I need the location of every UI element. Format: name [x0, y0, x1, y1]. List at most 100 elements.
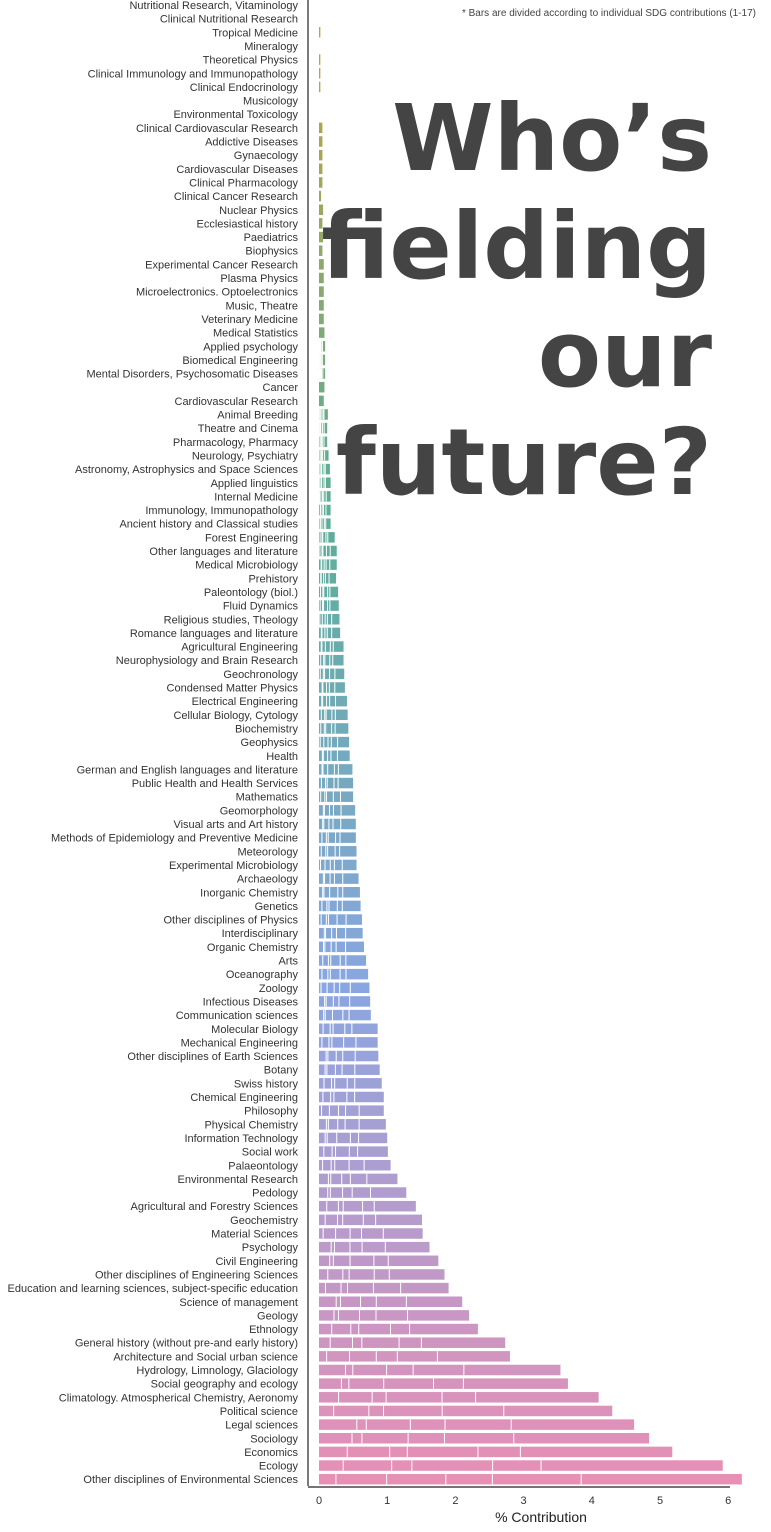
- headline-line-2: fielding: [321, 193, 712, 300]
- bar: [319, 1146, 388, 1157]
- headline: Who’s fielding our future?: [321, 85, 712, 516]
- category-label: Mechanical Engineering: [181, 1037, 298, 1049]
- bar: [319, 859, 357, 871]
- category-label: Cancer: [263, 382, 299, 394]
- category-label: Hydrology, Limnology, Glaciology: [136, 1365, 298, 1377]
- category-label: Geology: [257, 1310, 298, 1322]
- category-label: Social work: [242, 1147, 299, 1159]
- category-label: Other disciplines of Physics: [164, 915, 299, 927]
- category-label: Agricultural and Forestry Sciences: [130, 1201, 298, 1213]
- category-label: Architecture and Social urban science: [113, 1351, 298, 1363]
- bar: [319, 1337, 506, 1348]
- category-label: Science of management: [179, 1297, 298, 1309]
- bar: [319, 832, 356, 843]
- bar: [319, 463, 330, 475]
- bar: [319, 914, 362, 925]
- bar: [319, 818, 356, 830]
- category-label: Paediatrics: [244, 232, 299, 244]
- bar: [319, 709, 348, 721]
- category-label: Fluid Dynamics: [223, 601, 299, 613]
- bar: [319, 218, 323, 229]
- category-label: Pharmacology, Pharmacy: [173, 437, 299, 449]
- bar: [319, 204, 324, 215]
- bar: [319, 1405, 613, 1417]
- x-tick-label: 0: [316, 1495, 322, 1507]
- category-label: Biochemistry: [235, 723, 298, 735]
- category-label: Civil Engineering: [215, 1256, 298, 1268]
- x-axis-ticks: 0 1 2 3 4 5 6: [316, 1495, 731, 1507]
- bar: [319, 846, 357, 857]
- category-label: Plasma Physics: [220, 273, 298, 285]
- category-label: Tropical Medicine: [212, 27, 298, 39]
- category-label: Methods of Epidemiology and Preventive M…: [51, 833, 298, 845]
- category-label: Zoology: [259, 983, 299, 995]
- bar: [319, 941, 365, 953]
- category-label: Clinical Nutritional Research: [160, 14, 298, 26]
- category-label: Internal Medicine: [214, 491, 298, 503]
- bar: [319, 286, 324, 297]
- category-label: Clinical Endocrinology: [190, 82, 299, 94]
- bar: [319, 272, 324, 284]
- bar: [319, 764, 353, 775]
- category-label: Medical Statistics: [213, 328, 298, 340]
- bar: [319, 1460, 723, 1471]
- bar: [319, 1310, 470, 1321]
- category-label: Pedology: [252, 1188, 298, 1200]
- category-label: Electrical Engineering: [192, 696, 298, 708]
- category-label: Clinical Cardiovascular Research: [136, 123, 298, 135]
- x-tick-label: 3: [521, 1495, 527, 1507]
- bar: [319, 1105, 384, 1116]
- bar: [319, 54, 321, 65]
- bar: [319, 1064, 380, 1075]
- category-label: Ecclesiastical history: [197, 218, 299, 230]
- bar: [319, 982, 370, 994]
- category-label: Swiss history: [234, 1078, 299, 1090]
- bar: [319, 750, 350, 761]
- bar: [319, 409, 328, 420]
- bar: [319, 627, 341, 639]
- bar: [319, 1173, 398, 1185]
- bar: [319, 1078, 382, 1089]
- bar: [319, 122, 323, 134]
- bar: [319, 27, 321, 38]
- category-label: Archaeology: [237, 874, 299, 886]
- headline-line-3: our: [538, 301, 713, 408]
- category-label: Oceanography: [226, 969, 299, 981]
- x-tick-label: 2: [452, 1495, 458, 1507]
- category-label: Chemical Engineering: [190, 1092, 298, 1104]
- bar: [319, 805, 356, 816]
- bar: [319, 1241, 430, 1253]
- category-label: Political science: [220, 1406, 298, 1418]
- bar: [319, 504, 331, 516]
- category-label: Environmental Toxicology: [173, 109, 298, 121]
- bar: [319, 231, 324, 243]
- bar-group: [318, 27, 742, 1485]
- category-label: Biomedical Engineering: [182, 355, 298, 367]
- category-label: Communication sciences: [176, 1010, 299, 1022]
- category-label: German and English languages and literat…: [77, 764, 298, 776]
- x-tick-label: 1: [384, 1495, 390, 1507]
- category-label: Genetics: [255, 901, 299, 913]
- bar: [319, 1269, 445, 1280]
- category-label: Public Health and Health Services: [132, 778, 299, 790]
- category-label: Theatre and Cinema: [198, 423, 299, 435]
- bar: [319, 559, 337, 570]
- bar: [319, 1323, 478, 1335]
- bar: [319, 1037, 378, 1048]
- bar: [319, 450, 329, 461]
- category-label: Theoretical Physics: [203, 55, 299, 67]
- headline-line-1: Who’s: [392, 85, 712, 192]
- bar: [319, 313, 324, 325]
- category-label: Material Sciences: [211, 1229, 298, 1241]
- category-label: Infectious Diseases: [203, 996, 299, 1008]
- category-label: Other disciplines of Engineering Science…: [95, 1269, 299, 1281]
- bar: [319, 422, 328, 434]
- category-label: Social geography and ecology: [151, 1379, 299, 1391]
- bar: [319, 491, 331, 502]
- category-label: Cardiovascular Diseases: [176, 164, 298, 176]
- category-label: Ethnology: [249, 1324, 298, 1336]
- category-label: Musicology: [243, 96, 299, 108]
- category-label: Applied psychology: [203, 341, 298, 353]
- category-label: Ecology: [259, 1461, 299, 1473]
- bar: [319, 654, 344, 666]
